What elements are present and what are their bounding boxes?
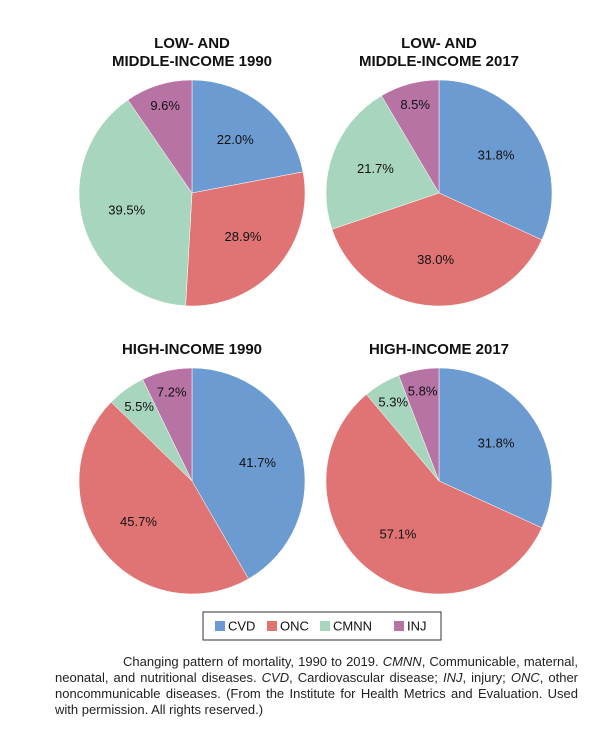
- pie-slice: [142, 367, 193, 482]
- caption: Changing pattern of mortality, 1990 to 2…: [55, 654, 578, 718]
- chart-title: MIDDLE-INCOME 2017: [359, 53, 519, 70]
- slice-label: 5.5%: [124, 399, 154, 414]
- slice-label: 57.1%: [380, 526, 417, 541]
- pie-slice: [325, 394, 543, 595]
- slice-label: 31.8%: [478, 436, 515, 451]
- pie-slice: [398, 367, 440, 482]
- slice-label: 22.0%: [217, 132, 254, 147]
- legend: CVD ONC CMNN INJ: [202, 611, 442, 641]
- caption-text: , Communicable, maternal, neonatal, and …: [55, 654, 579, 685]
- pie-slice: [78, 99, 193, 307]
- legend-label: INJ: [407, 618, 427, 633]
- slice-label: 9.6%: [150, 98, 180, 113]
- caption-text: INJ: [442, 670, 463, 685]
- legend-swatch: [320, 621, 330, 631]
- pie-chart: HIGH-INCOME 2017 31.8% 57.1% 5.3%5.8%: [325, 341, 553, 595]
- slice-label: 21.7%: [357, 161, 394, 176]
- legend-swatch: [215, 621, 225, 631]
- legend-label: CMNN: [333, 618, 372, 633]
- legend-swatch: [394, 621, 404, 631]
- pie-slice: [185, 171, 306, 307]
- pie-slice: [127, 79, 193, 194]
- chart-title: LOW- AND: [154, 35, 230, 52]
- pie-chart: HIGH-INCOME 1990 41.7% 45.7% 5.5%7.2%: [78, 341, 306, 595]
- slice-label: 41.7%: [239, 455, 276, 470]
- caption-text: , Cardiovascular disease;: [289, 670, 443, 685]
- slice-label: 5.8%: [408, 384, 438, 399]
- pie-slice: [78, 401, 249, 595]
- chart-title: HIGH-INCOME 2017: [369, 341, 509, 358]
- caption-text: ONC: [510, 670, 540, 685]
- slice-label: 8.5%: [400, 97, 430, 112]
- pie-slice: [438, 367, 553, 529]
- slice-label: 5.3%: [378, 394, 408, 409]
- legend-swatch: [267, 621, 277, 631]
- pie-slice: [191, 367, 306, 580]
- pie-slice: [325, 95, 440, 230]
- pie-slice: [381, 79, 440, 194]
- slice-label: 39.5%: [108, 203, 145, 218]
- legend-label: CVD: [228, 618, 255, 633]
- slice-label: 38.0%: [417, 252, 454, 267]
- slice-label: 31.8%: [478, 148, 515, 163]
- slice-label: 28.9%: [225, 229, 262, 244]
- chart-title: MIDDLE-INCOME 1990: [112, 53, 272, 70]
- pie-slice: [191, 79, 304, 194]
- caption-text: , other noncommunicable diseases. (From …: [55, 670, 579, 717]
- chart-title: HIGH-INCOME 1990: [122, 341, 262, 358]
- caption-text: CVD: [261, 670, 290, 685]
- caption-text: Changing pattern of mortality, 1990 to 2…: [123, 654, 383, 669]
- caption-text: , injury;: [462, 670, 511, 685]
- slice-label: 7.2%: [157, 384, 187, 399]
- caption-text: CMNN: [382, 654, 422, 669]
- pie-slice: [331, 192, 543, 307]
- slice-label: 45.7%: [120, 514, 157, 529]
- legend-label: ONC: [280, 618, 309, 633]
- chart-title: LOW- AND: [401, 35, 477, 52]
- pie-slice: [438, 79, 553, 241]
